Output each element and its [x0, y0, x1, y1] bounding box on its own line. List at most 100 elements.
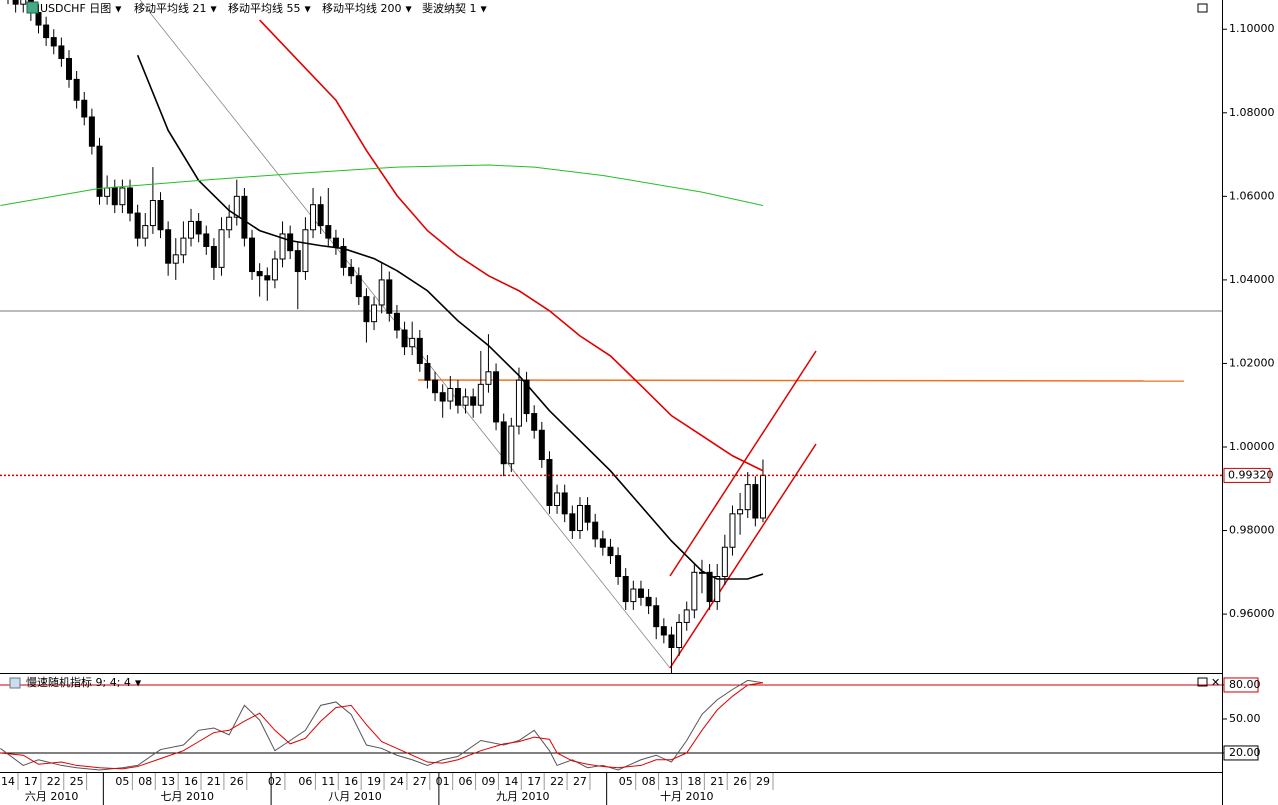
indicator-title[interactable]: 慢速随机指标 9; 4; 4: [26, 675, 131, 689]
x-tick-label: 27: [573, 775, 587, 788]
candle-body: [195, 220, 202, 235]
maximize-button[interactable]: [1197, 677, 1208, 687]
candle-body: [302, 229, 309, 273]
dropdown-arrow[interactable]: ▼: [115, 5, 122, 14]
candle-body: [500, 421, 507, 465]
candle-body: [493, 371, 500, 423]
x-tick-label: 17: [527, 775, 541, 788]
legend-entry[interactable]: 斐波纳契 1: [422, 1, 477, 15]
candle-body: [165, 229, 172, 264]
candle-body: [683, 609, 690, 623]
candle-body: [149, 200, 156, 227]
candle-body: [447, 388, 454, 402]
candle-body: [157, 200, 164, 231]
y-tick-label: 1.02000: [1229, 356, 1275, 369]
stochastic-panel: [0, 679, 1222, 771]
candle-body: [142, 225, 149, 239]
candle-body: [50, 37, 57, 47]
candle-body: [615, 555, 622, 577]
x-tick-label: 25: [70, 775, 84, 788]
candle-body: [470, 396, 477, 406]
candle-body: [416, 337, 423, 364]
x-tick-label: 06: [298, 775, 312, 788]
candle-body: [691, 571, 698, 611]
x-tick-label: 14: [504, 775, 518, 788]
legend-entry[interactable]: 移动平均线 55: [228, 1, 301, 15]
candle-body: [43, 24, 50, 39]
candle-body: [576, 504, 583, 532]
candle-body: [226, 216, 233, 231]
y-tick-label: 1.08000: [1229, 106, 1275, 119]
candle-body: [630, 588, 637, 603]
candle-body: [73, 78, 80, 101]
symbol-icon[interactable]: [26, 1, 39, 14]
dropdown-arrow[interactable]: ▼: [406, 5, 413, 14]
candle-body: [119, 187, 126, 206]
x-tick-label: 13: [664, 775, 678, 788]
price-panel: [0, 0, 1222, 673]
dropdown-arrow[interactable]: ▼: [211, 5, 218, 14]
x-tick-label: 14: [1, 775, 15, 788]
candle-body: [462, 396, 469, 406]
close-button[interactable]: ✕: [1211, 676, 1220, 689]
x-tick-label: 21: [207, 775, 221, 788]
candle-body: [12, 0, 19, 5]
axes: 0.99320 1.10000 1.08000 1.06000 1.04000 1.020…: [1, 22, 1275, 805]
candle-body: [477, 383, 484, 406]
candle-body: [340, 245, 347, 268]
candle-body: [218, 229, 225, 268]
candle-body: [546, 459, 553, 506]
last-price-box: [1223, 467, 1271, 483]
dropdown-arrow[interactable]: ▼: [481, 5, 488, 14]
x-tick-label: 19: [367, 775, 381, 788]
x-tick-label: 18: [687, 775, 701, 788]
y-tick-label: 1.10000: [1229, 22, 1275, 35]
candle-body: [35, 12, 42, 26]
candle-body: [96, 145, 103, 197]
candle-body: [134, 212, 141, 239]
candle-body: [653, 605, 660, 628]
legend-entry[interactable]: 移动平均线 21: [134, 1, 207, 15]
candle-body: [386, 279, 393, 314]
candle-body: [256, 271, 263, 277]
candle-body: [58, 45, 65, 59]
y-tick-label: 0.98000: [1229, 524, 1275, 537]
level-box: [1223, 745, 1259, 761]
candle-body: [714, 575, 721, 603]
dropdown-arrow[interactable]: ▼: [135, 679, 142, 688]
candle-body: [393, 312, 400, 331]
legend-entry[interactable]: 移动平均线 200: [322, 1, 402, 15]
candle-body: [599, 538, 606, 548]
x-tick-label: 22: [550, 775, 564, 788]
y-tick-label: 1.06000: [1229, 189, 1275, 202]
candle-body: [332, 237, 339, 247]
x-tick-label: 16: [184, 775, 198, 788]
moving-average: [0, 164, 764, 207]
candle-body: [584, 504, 591, 523]
stochastic-line: [0, 679, 764, 771]
x-tick-label: 08: [642, 775, 656, 788]
candle-body: [271, 258, 278, 281]
indicator-icon[interactable]: [9, 677, 21, 689]
candle-body: [378, 279, 385, 306]
moving-average: [136, 54, 764, 580]
maximize-button[interactable]: [1197, 3, 1208, 13]
horizontal-drawing: [417, 379, 1185, 382]
legend-entry[interactable]: USDCHF 日图: [40, 2, 111, 15]
candle-body: [371, 304, 378, 323]
candle-body: [508, 425, 515, 465]
y-tick-label: 0.96000: [1229, 607, 1275, 620]
candle-body: [561, 492, 568, 515]
candle-body: [172, 254, 179, 264]
candle-body: [439, 392, 446, 402]
dropdown-arrow[interactable]: ▼: [305, 5, 312, 14]
level-box: [1223, 677, 1259, 693]
candle-body: [515, 379, 522, 427]
candle-body: [111, 187, 118, 206]
candle-body: [744, 484, 751, 511]
candle-body: [409, 337, 416, 348]
candle-body: [531, 413, 538, 431]
candle-body: [660, 626, 667, 636]
candle-body: [210, 245, 217, 268]
candle-body: [401, 329, 408, 348]
